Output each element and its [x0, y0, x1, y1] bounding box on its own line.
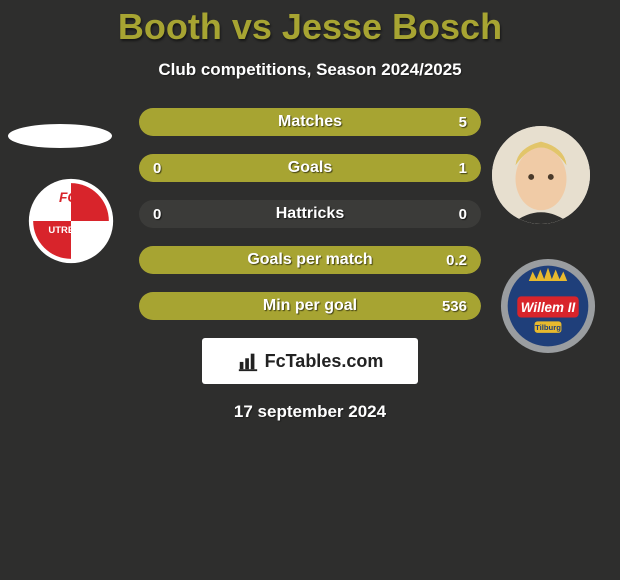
stat-value-left: 0 — [153, 200, 161, 228]
stat-label: Hattricks — [139, 200, 481, 228]
branding-box: FcTables.com — [202, 338, 418, 384]
stat-row: Min per goal536 — [139, 292, 481, 320]
date-text: 17 september 2024 — [0, 402, 620, 422]
stat-row: Goals per match0.2 — [139, 246, 481, 274]
stat-value-right: 536 — [442, 292, 467, 320]
stat-row: Matches5 — [139, 108, 481, 136]
page-title: Booth vs Jesse Bosch — [0, 0, 620, 48]
badge-text-tilburg: Tilburg — [535, 323, 561, 332]
subtitle: Club competitions, Season 2024/2025 — [0, 60, 620, 80]
stat-value-right: 0 — [459, 200, 467, 228]
stat-label: Goals per match — [139, 246, 481, 274]
right-player-avatar — [492, 126, 590, 224]
bar-chart-icon — [237, 350, 259, 372]
stat-value-left: 0 — [153, 154, 161, 182]
badge-text-utrecht: UTRECHT — [48, 225, 93, 236]
stat-label: Matches — [139, 108, 481, 136]
stat-row: Hattricks0 0 — [139, 200, 481, 228]
right-club-badge: Willem II Tilburg — [500, 258, 596, 354]
stat-value-right: 0.2 — [446, 246, 467, 274]
stat-row: Goals0 1 — [139, 154, 481, 182]
left-player-avatar-placeholder — [8, 124, 112, 148]
stat-label: Goals — [139, 154, 481, 182]
badge-text-fc: FC — [59, 190, 78, 205]
stat-value-right: 5 — [459, 108, 467, 136]
left-club-badge: FC UTRECHT — [28, 178, 114, 264]
stat-value-right: 1 — [459, 154, 467, 182]
branding-text: FcTables.com — [265, 351, 384, 372]
badge-text-willem: Willem II — [521, 300, 576, 315]
stat-label: Min per goal — [139, 292, 481, 320]
